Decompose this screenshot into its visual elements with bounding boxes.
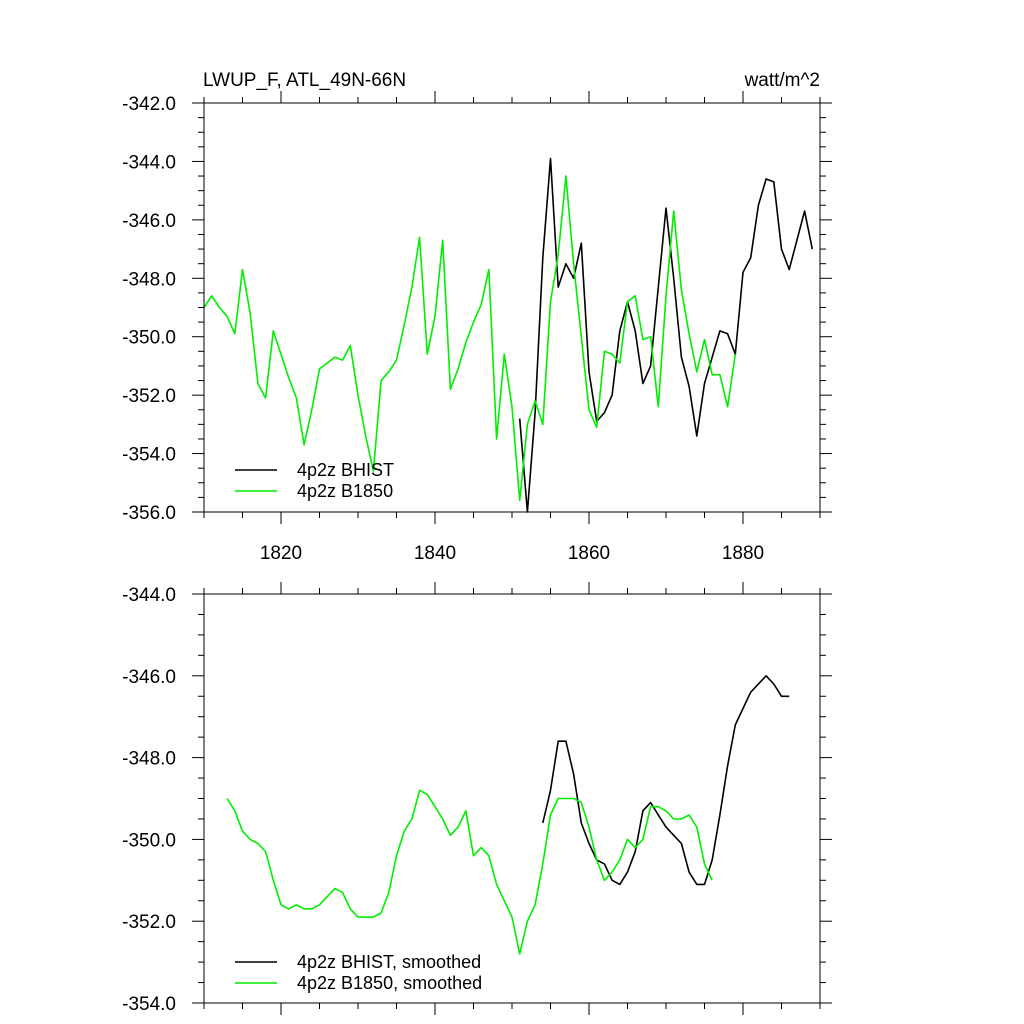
top-chart-legend: 4p2z BHIST 4p2z B1850 [235,460,394,501]
x-tick-label: 1820 [260,543,302,564]
bottom-chart-series [226,674,790,955]
y-tick-label: -348.0 [122,749,176,770]
series-line-b1850 [226,789,713,955]
y-tick-label: -350.0 [122,830,176,851]
y-tick-label: -346.0 [122,211,176,232]
series-line-bhist [542,674,790,886]
top-chart-series [203,157,814,513]
series-line-bhist [518,157,814,513]
legend-label-bhist: 4p2z BHIST [297,460,394,480]
legend-label-b1850: 4p2z B1850 [297,481,393,501]
series-line-b1850 [203,175,737,502]
y-tick-label: -348.0 [122,269,176,290]
x-tick-label: 1840 [414,543,456,564]
bottom-chart-legend: 4p2z BHIST, smoothed 4p2z B1850, smoothe… [235,952,482,993]
y-tick-label: -344.0 [122,585,176,606]
y-tick-label: -352.0 [122,912,176,933]
top-chart-x-tick-labels: 1820 1840 1860 1880 [260,543,764,564]
bottom-chart-panel: -344.0 -346.0 -348.0 -350.0 -352.0 -354.0 4p2… [122,582,832,1015]
units-label: watt/m^2 [744,70,820,91]
y-tick-label: -342.0 [122,94,176,115]
y-tick-label: -352.0 [122,386,176,407]
top-chart-y-tick-labels: -342.0 -344.0 -346.0 -348.0 -350.0 -352.0 -354… [122,94,176,524]
y-tick-label: -346.0 [122,667,176,688]
bottom-chart-frame [203,593,821,1004]
chart-title: LWUP_F, ATL_49N-66N [203,70,406,91]
y-tick-label: -354.0 [122,445,176,466]
y-tick-label: -344.0 [122,152,176,173]
top-chart-frame [203,102,821,513]
y-tick-label: -350.0 [122,328,176,349]
legend-label-b1850-smoothed: 4p2z B1850, smoothed [297,973,482,993]
bottom-chart-ticks [192,582,832,1015]
top-chart-ticks [192,91,832,524]
bottom-chart-y-tick-labels: -344.0 -346.0 -348.0 -350.0 -352.0 -354.0 [122,585,176,1015]
top-chart-panel: LWUP_F, ATL_49N-66N watt/m^2 -342.0 -344.… [122,70,832,564]
y-tick-label: -356.0 [122,503,176,524]
x-tick-label: 1860 [568,543,610,564]
y-tick-label: -354.0 [122,994,176,1015]
legend-label-bhist-smoothed: 4p2z BHIST, smoothed [297,952,481,972]
x-tick-label: 1880 [722,543,764,564]
